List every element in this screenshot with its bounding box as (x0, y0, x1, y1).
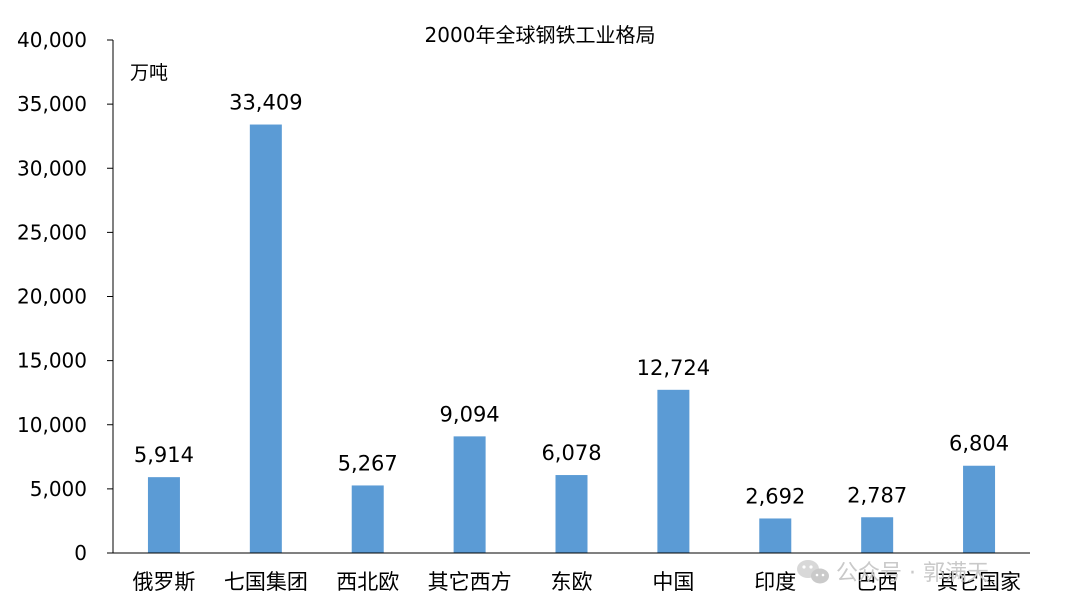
data-label: 12,724 (637, 356, 710, 380)
category-label: 七国集团 (224, 570, 308, 594)
bar-9 (963, 465, 996, 553)
data-label: 2,692 (745, 484, 805, 508)
bar-7 (759, 518, 792, 553)
data-label: 6,804 (949, 432, 1009, 456)
y-tick-label: 10,000 (17, 413, 87, 437)
data-label: 5,267 (338, 451, 398, 475)
data-label: 33,409 (229, 91, 302, 115)
watermark-text: 公众号 · 郭满天 (836, 561, 989, 586)
y-axis: 0 5,000 10,000 15,000 20,000 25,000 30,000 35,0… (17, 28, 113, 565)
y-tick-label: 35,000 (17, 92, 87, 116)
bar-3 (351, 485, 384, 553)
bar-4 (453, 436, 486, 553)
x-axis-labels: 俄罗斯 七国集团 西北欧 其它西方 东欧 中国 印度 巴西 其它国家 (132, 570, 1021, 594)
data-label: 2,787 (847, 483, 907, 507)
wechat-icon (797, 560, 829, 584)
y-tick-label: 25,000 (17, 220, 87, 244)
category-label: 其它国家 (937, 570, 1021, 594)
unit-label: 万吨 (130, 62, 168, 84)
watermark: 公众号 · 郭满天 (797, 560, 989, 586)
data-label: 9,094 (440, 402, 500, 426)
bar-8 (861, 517, 894, 553)
bar-2 (249, 124, 282, 553)
category-label: 东欧 (551, 570, 593, 594)
category-label: 西北欧 (336, 570, 399, 594)
y-tick-label: 40,000 (17, 28, 87, 52)
chart-title: 2000年全球钢铁工业格局 (425, 23, 656, 47)
bar-6 (657, 389, 690, 553)
category-label: 印度 (754, 570, 796, 594)
category-label: 巴西 (856, 570, 898, 594)
bars (147, 124, 996, 553)
y-tick-label: 30,000 (17, 156, 87, 180)
y-tick-label: 0 (74, 541, 87, 565)
y-tick-label: 15,000 (17, 349, 87, 373)
data-label: 6,078 (541, 441, 601, 465)
category-label: 其它西方 (428, 570, 512, 594)
y-tick-label: 20,000 (17, 285, 87, 309)
category-label: 中国 (652, 570, 694, 594)
y-tick-label: 5,000 (30, 477, 87, 501)
bar-5 (555, 475, 588, 553)
bar-1 (147, 477, 180, 553)
category-label: 俄罗斯 (132, 570, 195, 594)
data-label: 5,914 (134, 443, 194, 467)
data-labels: 5,914 33,409 5,267 9,094 6,078 12,724 2,692 2,7… (134, 91, 1009, 509)
